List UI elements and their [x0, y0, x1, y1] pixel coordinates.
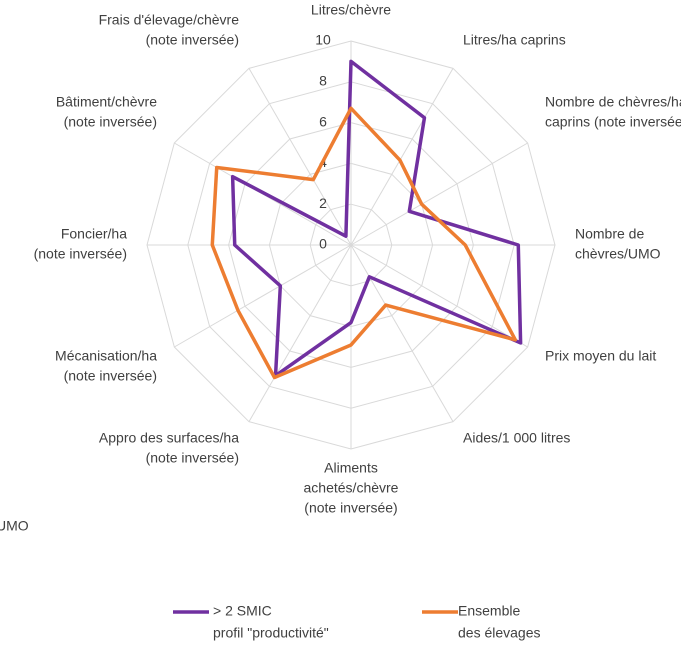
r-tick-label: 8 — [319, 73, 327, 89]
series-line — [230, 59, 523, 378]
axis-label: (note inversée) — [34, 246, 127, 262]
spoke — [350, 244, 454, 422]
annotation: UMO — [0, 518, 29, 534]
axis-label: Foncier/ha — [61, 226, 127, 242]
legend-label: profil "productivité" — [213, 625, 329, 641]
axis-label: (note inversée) — [64, 368, 157, 384]
axis-label: (note inversée) — [146, 450, 239, 466]
r-tick-label: 2 — [319, 195, 327, 211]
spoke — [350, 68, 454, 246]
axis-label: Mécanisation/ha — [55, 348, 157, 364]
axis-label: Nombre de chèvres/ha — [545, 94, 681, 110]
axis-label: Nombre de — [575, 226, 644, 242]
axis-label: Litres/chèvre — [311, 2, 391, 18]
axis-label: Prix moyen du lait — [545, 348, 656, 364]
axis-label: Aliments — [324, 460, 378, 476]
spoke — [350, 142, 528, 246]
legend-label: > 2 SMIC — [213, 603, 272, 619]
axis-label: Bâtiment/chèvre — [56, 94, 157, 110]
spoke — [248, 244, 352, 422]
axis-label: Aides/1 000 litres — [463, 430, 570, 446]
axis-label: (note inversée) — [304, 500, 397, 516]
axis-label: chèvres/UMO — [575, 246, 661, 262]
spoke — [350, 244, 528, 348]
series-line — [210, 106, 518, 380]
axis-label: Appro des surfaces/ha — [99, 430, 239, 446]
axis-label: (note inversée) — [146, 32, 239, 48]
axis-label: (note inversée) — [64, 114, 157, 130]
axis-label: Litres/ha caprins — [463, 32, 566, 48]
axis-label: caprins (note inversée) — [545, 114, 681, 130]
r-tick-label: 10 — [315, 32, 331, 48]
spoke — [248, 68, 352, 246]
r-tick-label: 6 — [319, 113, 327, 129]
axis-label: achetés/chèvre — [304, 480, 399, 496]
legend-label: Ensemble — [458, 603, 520, 619]
axis-label: Frais d'élevage/chèvre — [99, 12, 240, 28]
legend-label: des élevages — [458, 625, 541, 641]
r-tick-label: 0 — [319, 236, 327, 252]
spoke — [174, 244, 352, 348]
